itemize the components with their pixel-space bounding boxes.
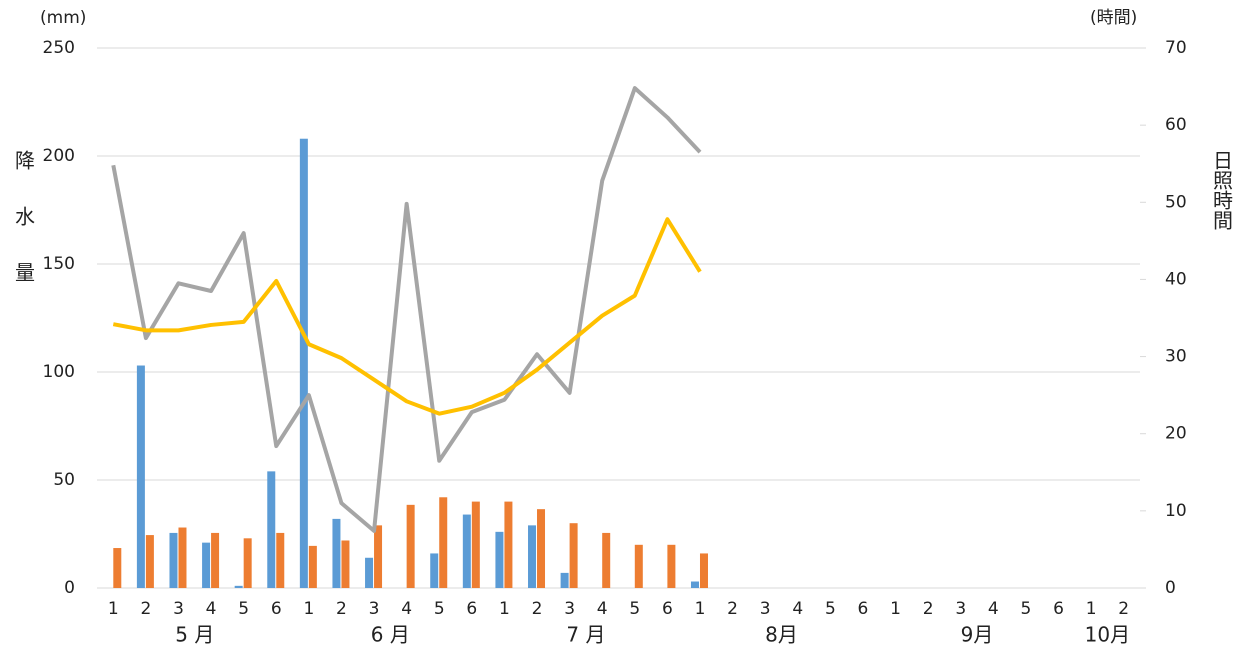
x-tick-label: 1 — [695, 599, 706, 619]
x-tick-label: 3 — [955, 599, 966, 619]
bar — [495, 531, 504, 588]
x-tick-label: 6 — [858, 599, 869, 619]
bar — [667, 544, 676, 588]
line — [111, 86, 702, 533]
bar — [202, 542, 211, 588]
y2-tick-label: 70 — [1165, 38, 1187, 58]
bar — [569, 523, 578, 588]
bar — [145, 535, 154, 588]
month-label: 10月 — [1085, 623, 1130, 647]
x-tick-label: 2 — [532, 599, 543, 619]
y2-unit: (時間) — [1090, 8, 1137, 28]
bar — [136, 365, 145, 588]
bar — [113, 548, 122, 588]
x-tick-label: 1 — [108, 599, 119, 619]
y-tick-label: 150 — [43, 254, 75, 274]
x-tick-label: 4 — [988, 599, 999, 619]
x-tick-label: 3 — [564, 599, 575, 619]
y2-tick-label: 10 — [1165, 501, 1187, 521]
y-unit: (mm) — [40, 8, 86, 28]
month-label: 6 月 — [371, 623, 410, 647]
bar — [690, 581, 699, 588]
x-tick-label: 2 — [923, 599, 934, 619]
bar — [178, 527, 187, 588]
bar — [560, 572, 569, 588]
x-tick-label: 1 — [1086, 599, 1097, 619]
bar — [234, 585, 243, 588]
bar — [406, 504, 415, 588]
y2-tick-label: 30 — [1165, 347, 1187, 367]
x-tick-label: 3 — [369, 599, 380, 619]
y-tick-label: 250 — [43, 38, 75, 58]
month-label: 8月 — [765, 623, 798, 647]
x-tick-label: 5 — [629, 599, 640, 619]
line — [112, 217, 702, 416]
y-tick-label: 0 — [64, 578, 75, 598]
bar — [308, 545, 317, 588]
month-label: 9月 — [961, 623, 994, 647]
bar — [243, 538, 252, 588]
x-tick-label: 6 — [466, 599, 477, 619]
bar — [528, 525, 537, 588]
bar — [211, 532, 220, 588]
x-tick-label: 1 — [499, 599, 510, 619]
x-tick-label: 2 — [336, 599, 347, 619]
x-tick-label: 4 — [401, 599, 412, 619]
y-tick-label: 200 — [43, 146, 75, 166]
y2-tick-label: 20 — [1165, 424, 1187, 444]
bar — [634, 544, 643, 588]
bar — [602, 532, 611, 588]
y-axis-label: 降水量 — [12, 150, 36, 318]
x-tick-label: 5 — [825, 599, 836, 619]
bar — [341, 540, 350, 588]
bar — [462, 514, 471, 588]
x-tick-label: 5 — [238, 599, 249, 619]
x-tick-label: 4 — [792, 599, 803, 619]
y-tick-label: 50 — [53, 470, 75, 490]
bar — [537, 509, 546, 588]
x-tick-label: 1 — [890, 599, 901, 619]
bar — [276, 532, 285, 588]
bar — [471, 501, 480, 588]
x-tick-label: 1 — [303, 599, 314, 619]
bar — [365, 557, 374, 588]
x-tick-label: 2 — [140, 599, 151, 619]
bar — [169, 532, 178, 588]
x-tick-label: 6 — [271, 599, 282, 619]
bar — [332, 518, 341, 588]
bar — [267, 471, 276, 588]
x-tick-label: 4 — [206, 599, 217, 619]
month-label: 5 月 — [175, 623, 214, 647]
month-label: 7 月 — [566, 623, 605, 647]
x-tick-label: 3 — [760, 599, 771, 619]
bar — [374, 525, 383, 588]
y2-tick-label: 0 — [1165, 578, 1176, 598]
bar — [299, 138, 308, 588]
x-tick-label: 2 — [1118, 599, 1129, 619]
bar — [430, 553, 439, 588]
y2-tick-label: 50 — [1165, 192, 1187, 212]
bar — [504, 501, 513, 588]
x-tick-label: 3 — [173, 599, 184, 619]
bar — [439, 497, 448, 588]
x-tick-label: 6 — [662, 599, 673, 619]
y2-axis-label: 日照時間 — [1210, 150, 1234, 230]
y2-tick-label: 40 — [1165, 269, 1187, 289]
x-tick-label: 5 — [1021, 599, 1032, 619]
y2-tick-label: 60 — [1165, 115, 1187, 135]
y-tick-label: 100 — [43, 362, 75, 382]
x-tick-label: 4 — [597, 599, 608, 619]
x-tick-label: 2 — [727, 599, 738, 619]
x-tick-label: 5 — [434, 599, 445, 619]
x-tick-label: 6 — [1053, 599, 1064, 619]
bar — [699, 553, 708, 588]
